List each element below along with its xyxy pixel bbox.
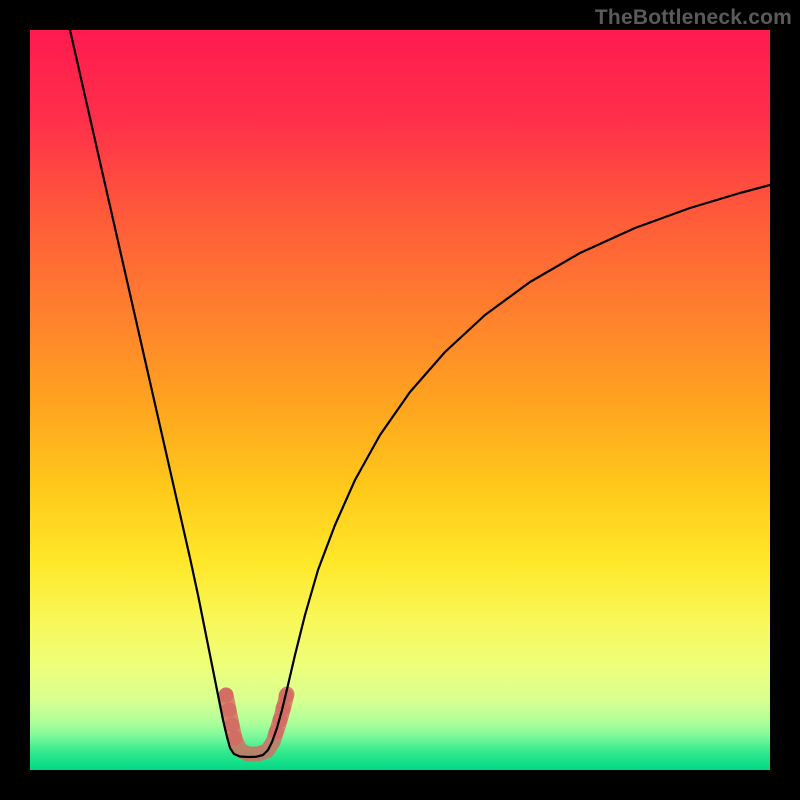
chart-frame: TheBottleneck.com [0, 0, 800, 800]
watermark-text: TheBottleneck.com [595, 6, 792, 30]
bottleneck-curve-line [70, 30, 770, 757]
bottleneck-curve [30, 30, 770, 770]
plot-area [30, 30, 770, 770]
